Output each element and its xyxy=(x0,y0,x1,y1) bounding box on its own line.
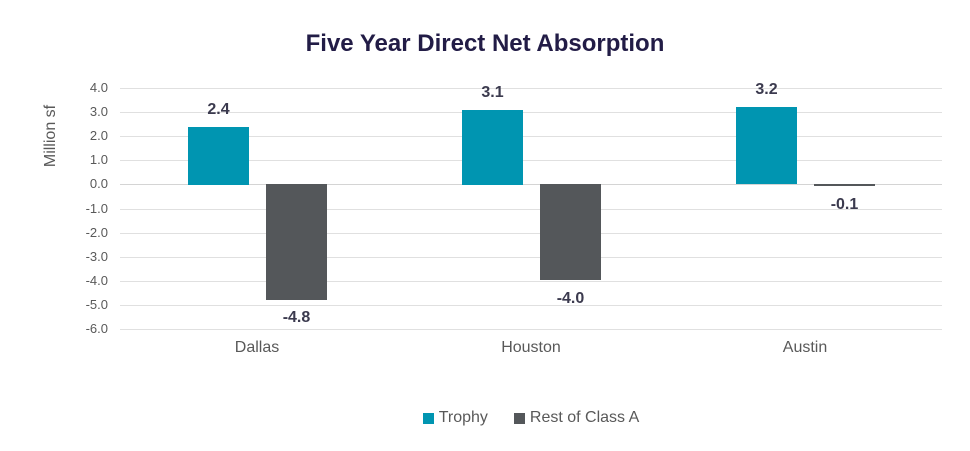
legend-label: Trophy xyxy=(438,409,488,426)
bar-trophy-houston xyxy=(462,110,523,185)
bar-rest-of-class-a-austin xyxy=(814,184,875,186)
gridline xyxy=(120,209,942,210)
gridline xyxy=(120,88,942,89)
y-tick-label: -4.0 xyxy=(85,273,108,288)
legend-item-rest-of-class-a: Rest of Class A xyxy=(513,409,640,427)
legend-swatch-icon xyxy=(513,412,525,424)
gridline xyxy=(120,112,942,113)
value-label: -0.1 xyxy=(830,196,859,213)
y-tick-label: 3.0 xyxy=(89,104,108,119)
gridline xyxy=(120,233,942,234)
y-tick-label: -6.0 xyxy=(85,321,108,336)
category-label: Austin xyxy=(782,339,828,356)
gridline xyxy=(120,305,942,306)
value-label: 3.1 xyxy=(481,84,504,101)
value-label: 2.4 xyxy=(207,101,230,118)
legend-item-trophy: Trophy xyxy=(422,409,488,427)
y-axis-title: Million sf xyxy=(42,104,59,168)
value-label: 3.2 xyxy=(755,81,778,98)
y-tick-label: 1.0 xyxy=(89,152,108,167)
value-label: -4.0 xyxy=(556,290,585,307)
bar-rest-of-class-a-houston xyxy=(540,184,601,280)
bar-trophy-dallas xyxy=(188,127,249,185)
y-tick-label: -1.0 xyxy=(85,201,108,216)
y-tick-label: 0.0 xyxy=(89,176,108,191)
bar-rest-of-class-a-dallas xyxy=(266,184,327,300)
y-tick-label: 2.0 xyxy=(89,128,108,143)
gridline xyxy=(120,329,942,330)
gridline xyxy=(120,160,942,161)
y-tick-label: -3.0 xyxy=(85,249,108,264)
gridline xyxy=(120,257,942,258)
zero-gridline xyxy=(120,184,942,185)
legend-label: Rest of Class A xyxy=(529,409,640,426)
chart-title: Five Year Direct Net Absorption xyxy=(305,30,665,57)
legend: Trophy Rest of Class A xyxy=(120,408,942,428)
value-label: -4.8 xyxy=(282,309,311,326)
y-tick-label: -2.0 xyxy=(85,225,108,240)
category-label: Dallas xyxy=(234,339,280,356)
category-label: Houston xyxy=(501,339,561,356)
bar-trophy-austin xyxy=(736,107,797,184)
legend-swatch-icon xyxy=(422,412,434,424)
gridline xyxy=(120,281,942,282)
y-tick-label: -5.0 xyxy=(85,297,108,312)
y-tick-label: 4.0 xyxy=(89,80,108,95)
gridline xyxy=(120,136,942,137)
